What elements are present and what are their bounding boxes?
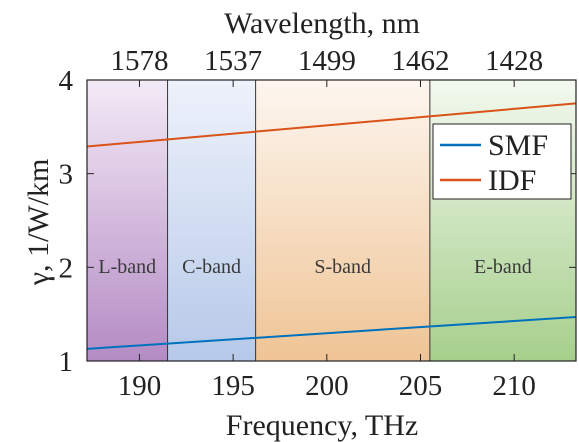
band-label-l-band: L-band (98, 256, 156, 278)
y-tick-label: 3 (59, 159, 74, 191)
band-l-band (87, 80, 168, 361)
x-tick-label: 200 (305, 370, 349, 402)
series-line-smf (86, 315, 577, 350)
plot-frame (86, 79, 577, 362)
top-tick-label: 1537 (204, 45, 262, 77)
band-s-band (255, 80, 430, 361)
band-c-band (167, 80, 256, 361)
y-tick-label: 4 (59, 65, 74, 97)
x-tick-label: 190 (118, 370, 162, 402)
y-tick-label: 1 (59, 346, 74, 378)
band-label-c-band: C-band (182, 256, 241, 278)
legend: SMF IDF (432, 123, 572, 200)
x-tick-labels: 190 195 200 205 210 (118, 370, 536, 402)
top-tick-label: 1428 (485, 45, 543, 77)
x-tick-label: 205 (399, 370, 443, 402)
legend-label-smf: SMF (488, 129, 548, 162)
x-tick-label: 210 (492, 370, 536, 402)
band-dividers (167, 80, 431, 361)
x-tick-label: 195 (211, 370, 255, 402)
band-label-e-band: E-band (474, 256, 532, 278)
bands-layer (87, 80, 576, 361)
top-tick-label: 1499 (298, 45, 356, 77)
y-tick-label: 2 (59, 252, 74, 284)
top-tick-label: 1578 (110, 45, 168, 77)
legend-label-idf: IDF (488, 164, 536, 197)
series-layer (86, 102, 577, 350)
top-tick-labels: 1578 1537 1499 1462 1428 (110, 45, 543, 77)
top-tick-label: 1462 (391, 45, 449, 77)
band-label-s-band: S-band (314, 256, 371, 278)
y-axis-label: γ, 1/W/km (22, 159, 55, 287)
series-line-idf (86, 102, 577, 148)
legend-box (432, 123, 572, 200)
x-axis-label: Frequency, THz (226, 409, 418, 442)
top-axis-label: Wavelength, nm (224, 7, 420, 40)
band-labels: L-band C-band S-band E-band (98, 256, 531, 278)
y-tick-labels: 1 2 3 4 (59, 65, 74, 378)
